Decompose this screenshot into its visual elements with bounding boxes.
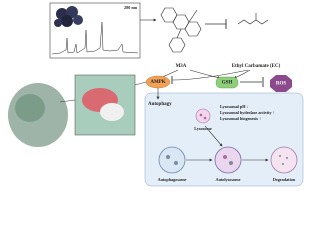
lysosome-dot bbox=[203, 116, 207, 120]
ec-structure bbox=[237, 19, 269, 25]
effect-text: Lysosomal biogenesis ↑ bbox=[220, 116, 261, 121]
cargo bbox=[166, 155, 170, 159]
node-label: Lysosome bbox=[194, 126, 212, 131]
degradation bbox=[270, 146, 298, 174]
gsh-node bbox=[215, 76, 239, 89]
node-label: M3A bbox=[176, 64, 187, 69]
effect-text: Lysosomal hydrolase activity ↑ bbox=[220, 110, 275, 115]
node-label: Autophagosome bbox=[158, 177, 187, 182]
docking-ligand bbox=[100, 103, 124, 121]
arrow bbox=[189, 69, 221, 79]
ros-node bbox=[270, 75, 292, 92]
arrow bbox=[204, 125, 223, 147]
lysosome bbox=[195, 108, 211, 124]
wavelength-label: 280 nm bbox=[124, 5, 138, 10]
fragment bbox=[286, 157, 288, 159]
autolysosome bbox=[214, 146, 242, 174]
fragment bbox=[282, 163, 284, 165]
node-label: Degradation bbox=[273, 177, 296, 182]
connector bbox=[59, 99, 76, 103]
protein-detail bbox=[15, 94, 45, 122]
node-label: ROS bbox=[276, 82, 287, 87]
fragment bbox=[279, 155, 281, 157]
diagram: 280 nm M3A Ethyl Carbamate (EC) AMPK GSH… bbox=[8, 2, 304, 187]
node-label: Autophagy bbox=[148, 102, 172, 107]
cargo bbox=[174, 161, 178, 165]
node-label: Autolysosome bbox=[216, 177, 241, 182]
inhibit-curve bbox=[171, 69, 249, 81]
autophagosome bbox=[158, 146, 186, 174]
node-label: Ethyl Carbamate (EC) bbox=[232, 64, 281, 69]
node-label: GSH bbox=[222, 81, 233, 86]
connector bbox=[134, 81, 147, 86]
cargo bbox=[223, 155, 227, 159]
chromatogram-trace bbox=[51, 21, 139, 55]
cargo bbox=[229, 161, 233, 165]
lysosome-dot bbox=[199, 113, 203, 117]
node-label: AMPK bbox=[150, 80, 165, 85]
berries bbox=[54, 6, 83, 27]
page: {"chromatogram": {"wavelength": "280 nm"… bbox=[8, 2, 304, 187]
effect-text: Lysosomal pH ↓ bbox=[220, 104, 249, 109]
m3a-structure bbox=[160, 7, 202, 53]
